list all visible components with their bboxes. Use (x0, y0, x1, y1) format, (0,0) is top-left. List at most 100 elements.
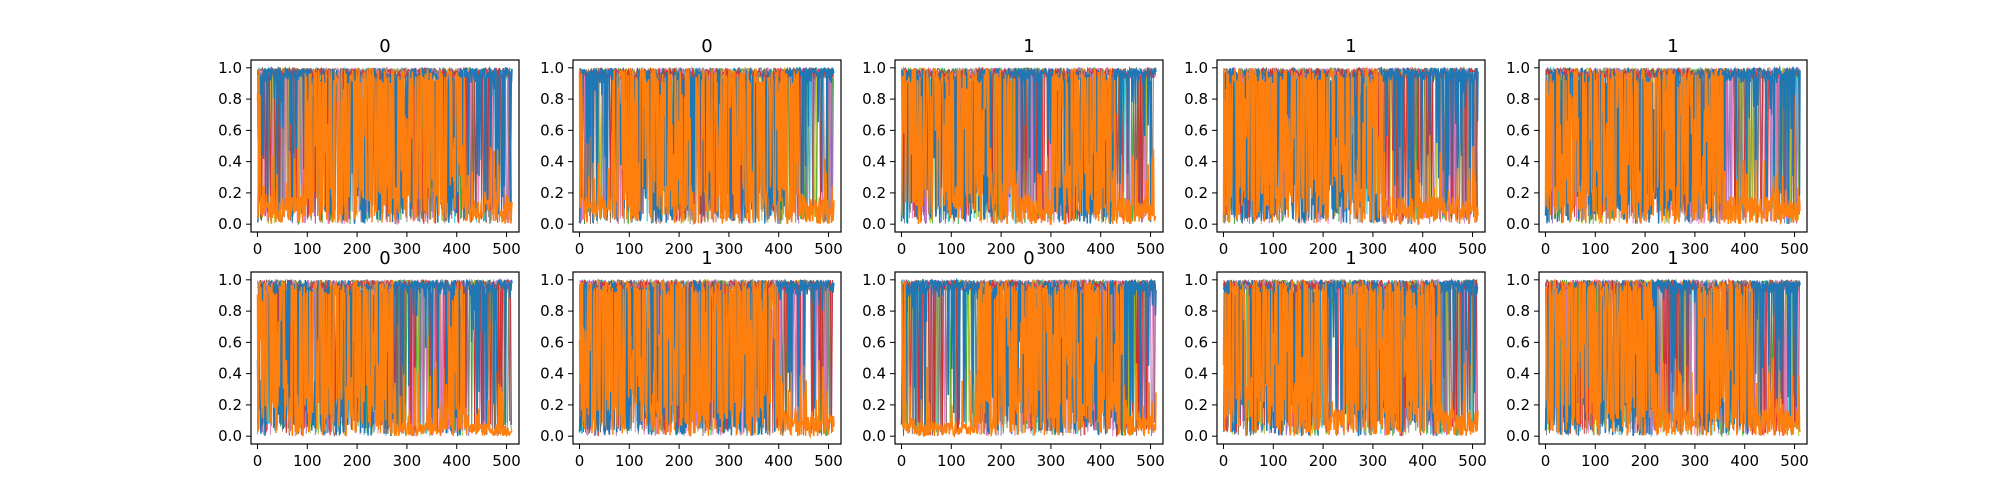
axes-frame (1538, 59, 1808, 233)
y-tick-label: 1.0 (862, 59, 886, 77)
y-tick-label: 0.8 (862, 302, 886, 320)
x-tick-label: 100 (1581, 240, 1610, 258)
y-tick-label: 0.4 (1184, 365, 1208, 383)
x-tick-label: 500 (1780, 452, 1809, 470)
y-tick-label: 0.2 (218, 396, 242, 414)
y-tick-label: 0.2 (862, 396, 886, 414)
y-tick-label: 0.6 (218, 121, 242, 139)
subplot-title: 0 (1023, 248, 1034, 269)
plot-area (1544, 277, 1801, 438)
x-tick-label: 100 (937, 452, 966, 470)
x-tick-label: 300 (1037, 452, 1066, 470)
x-tick-label: 400 (1408, 240, 1437, 258)
y-tick-label: 0.4 (1506, 365, 1530, 383)
x-tick-label: 400 (764, 452, 793, 470)
series-line-orange (578, 277, 835, 439)
y-tick-label: 0.0 (218, 427, 242, 445)
y-tick-label: 0.0 (540, 427, 564, 445)
axes-frame (1216, 59, 1486, 233)
subplot-title: 1 (1023, 36, 1034, 57)
x-tick-label: 400 (764, 240, 793, 258)
series-line-orange (256, 67, 513, 224)
plot-area (1544, 65, 1801, 226)
x-tick-label: 300 (1359, 452, 1388, 470)
y-tick-label: 0.4 (862, 365, 886, 383)
y-tick-label: 0.8 (1184, 302, 1208, 320)
axes-frame (572, 271, 842, 445)
x-tick-label: 100 (1259, 452, 1288, 470)
plot-area (578, 65, 835, 226)
subplot-8: 0 100 200 300 400 500 0.0 0.2 0.4 0.6 0.8 1.0 0 (862, 248, 1165, 470)
y-tick-label: 0.8 (862, 90, 886, 108)
y-tick-label: 1.0 (218, 59, 242, 77)
series-line-orange (1544, 67, 1801, 226)
x-tick-label: 0 (253, 240, 263, 258)
series-line-orange (900, 67, 1157, 226)
y-tick-label: 1.0 (540, 271, 564, 289)
plot-area (900, 65, 1157, 226)
y-tick-label: 0.0 (1184, 215, 1208, 233)
x-tick-label: 300 (393, 240, 422, 258)
x-tick-label: 100 (293, 240, 322, 258)
x-tick-label: 200 (1631, 452, 1660, 470)
y-tick-label: 0.8 (540, 302, 564, 320)
subplot-title: 1 (1667, 248, 1678, 269)
y-tick-label: 0.4 (540, 153, 564, 171)
y-tick-label: 0.6 (862, 333, 886, 351)
x-tick-label: 100 (615, 452, 644, 470)
x-tick-label: 100 (937, 240, 966, 258)
x-tick-label: 500 (492, 452, 521, 470)
y-tick-label: 0.6 (1506, 333, 1530, 351)
x-tick-label: 200 (1309, 240, 1338, 258)
x-tick-label: 0 (575, 452, 585, 470)
axes-frame (1216, 271, 1486, 445)
y-tick-label: 0.0 (1184, 427, 1208, 445)
x-tick-label: 100 (615, 240, 644, 258)
x-tick-label: 400 (1408, 452, 1437, 470)
plot-area (578, 277, 835, 439)
x-tick-label: 200 (665, 452, 694, 470)
y-tick-label: 0.8 (540, 90, 564, 108)
x-tick-label: 500 (1780, 240, 1809, 258)
x-tick-label: 300 (715, 452, 744, 470)
x-tick-label: 0 (897, 452, 907, 470)
x-tick-label: 0 (1219, 240, 1229, 258)
x-tick-label: 300 (715, 240, 744, 258)
y-tick-label: 1.0 (1184, 59, 1208, 77)
y-tick-label: 0.0 (1506, 215, 1530, 233)
x-tick-label: 300 (1037, 240, 1066, 258)
y-tick-label: 0.8 (1184, 90, 1208, 108)
x-tick-label: 200 (665, 240, 694, 258)
y-tick-label: 0.2 (218, 184, 242, 202)
y-tick-label: 0.2 (1184, 184, 1208, 202)
series-line-orange (256, 279, 513, 438)
x-tick-label: 0 (1541, 240, 1551, 258)
y-tick-label: 0.6 (862, 121, 886, 139)
y-tick-label: 1.0 (540, 59, 564, 77)
x-tick-label: 500 (1136, 452, 1165, 470)
series-line-orange (1544, 277, 1801, 437)
x-tick-label: 0 (253, 452, 263, 470)
x-tick-label: 400 (442, 240, 471, 258)
x-tick-label: 500 (1458, 240, 1487, 258)
y-tick-label: 0.6 (540, 121, 564, 139)
y-tick-label: 0.2 (1506, 396, 1530, 414)
axes-frame (250, 271, 520, 445)
y-tick-label: 0.4 (540, 365, 564, 383)
y-tick-label: 1.0 (1506, 271, 1530, 289)
subplot-3: 0 100 200 300 400 500 0.0 0.2 0.4 0.6 0.8 1.0 1 (862, 36, 1165, 258)
subplot-title: 1 (701, 248, 712, 269)
y-tick-label: 1.0 (1506, 59, 1530, 77)
x-tick-label: 200 (1631, 240, 1660, 258)
x-tick-label: 500 (814, 452, 843, 470)
subplot-title: 1 (1345, 248, 1356, 269)
x-tick-label: 100 (1259, 240, 1288, 258)
plot-area (1222, 277, 1479, 437)
subplot-title: 0 (701, 36, 712, 57)
y-tick-label: 1.0 (1184, 271, 1208, 289)
y-tick-label: 0.2 (540, 396, 564, 414)
series-line-orange (1222, 65, 1479, 226)
x-tick-label: 100 (293, 452, 322, 470)
x-tick-label: 200 (987, 452, 1016, 470)
x-tick-label: 500 (492, 240, 521, 258)
